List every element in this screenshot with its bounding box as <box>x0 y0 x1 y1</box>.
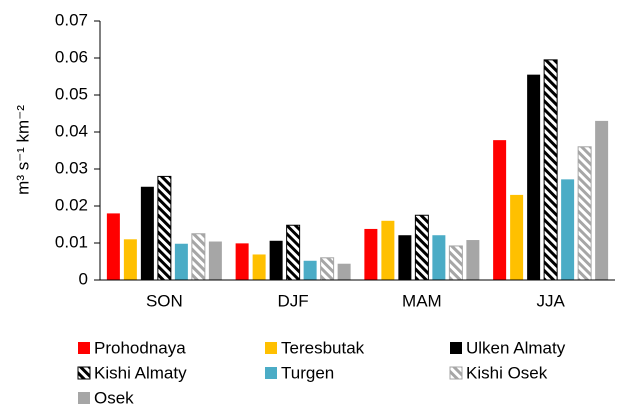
y-tick-label: 0.02 <box>55 195 88 214</box>
legend-label: Osek <box>94 388 134 407</box>
bar <box>381 220 395 280</box>
x-tick-label: SON <box>146 291 183 310</box>
legend-label: Prohodnaya <box>94 338 186 357</box>
bar <box>527 74 541 281</box>
y-axis-label: m³ s⁻¹ km⁻² <box>13 105 32 195</box>
y-tick-label: 0.04 <box>55 121 88 140</box>
legend-label: Teresbutak <box>281 338 365 357</box>
bar <box>191 233 206 281</box>
bar <box>303 260 317 280</box>
y-tick-label: 0.07 <box>55 10 88 29</box>
bar <box>414 214 429 281</box>
bar <box>140 186 154 280</box>
bar <box>364 228 378 280</box>
bar <box>123 239 137 280</box>
legend-swatch <box>78 342 90 354</box>
y-tick-label: 0.01 <box>55 232 88 251</box>
bar <box>561 179 575 280</box>
bar <box>320 257 335 281</box>
x-tick-label: MAM <box>402 291 442 310</box>
bar <box>337 263 351 280</box>
bar <box>286 224 301 281</box>
bar <box>493 140 507 280</box>
bar <box>543 59 558 281</box>
bar <box>466 240 480 280</box>
bar <box>174 243 188 280</box>
bar <box>157 175 172 281</box>
y-tick-label: 0 <box>79 269 88 288</box>
bar <box>208 241 222 280</box>
x-tick-label: DJF <box>278 291 309 310</box>
legend-label: Kishi Almaty <box>94 363 187 382</box>
bar <box>448 245 463 281</box>
legend-swatch <box>77 366 91 380</box>
bar <box>252 254 266 280</box>
bar <box>398 235 412 280</box>
bar <box>106 213 120 280</box>
legend-swatch <box>450 342 462 354</box>
y-tick-label: 0.03 <box>55 158 88 177</box>
y-tick-label: 0.05 <box>55 84 88 103</box>
bar <box>235 243 249 280</box>
x-tick-label: JJA <box>536 291 565 310</box>
bar <box>510 194 524 280</box>
bar <box>269 240 283 280</box>
legend-label: Turgen <box>281 363 334 382</box>
legend-swatch <box>265 342 277 354</box>
legend-label: Ulken Almaty <box>466 338 566 357</box>
bar <box>595 120 609 281</box>
legend-swatch <box>449 366 463 380</box>
legend-swatch <box>78 392 90 404</box>
y-tick-label: 0.06 <box>55 47 88 66</box>
legend-swatch <box>265 367 277 379</box>
legend-label: Kishi Osek <box>466 363 548 382</box>
bar <box>432 235 446 280</box>
bar <box>577 146 592 281</box>
